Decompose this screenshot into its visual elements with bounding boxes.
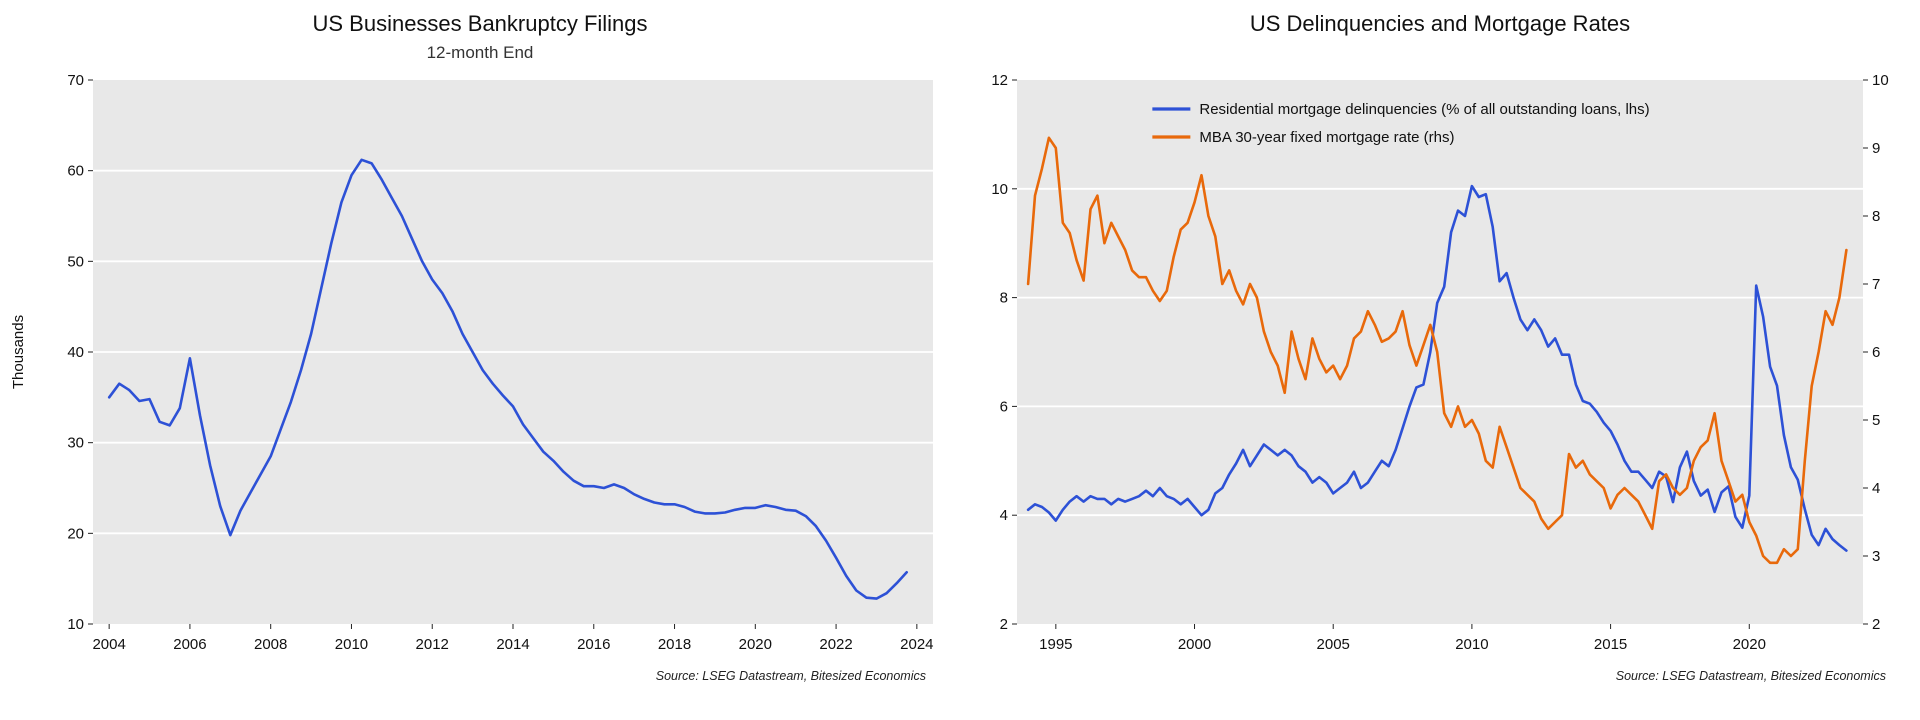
svg-text:2018: 2018 [658, 636, 691, 653]
svg-text:60: 60 [67, 163, 84, 180]
svg-text:2005: 2005 [1317, 636, 1350, 653]
bankruptcy-chart-source: Source: LSEG Datastream, Bitesized Econo… [655, 669, 926, 683]
delinquency-chart-subtitle [960, 40, 1920, 66]
delinquency-chart-card: US Delinquencies and Mortgage Rates 2 4 6 8… [960, 0, 1920, 720]
svg-text:2000: 2000 [1178, 636, 1211, 653]
svg-text:6: 6 [1872, 344, 1880, 361]
delinquency-chart-plot: 2 4 6 8 10 12 2 3 4 5 6 7 8 9 10 1995 2000 2005 2010 2015 20… [991, 72, 1889, 653]
svg-text:2: 2 [1000, 616, 1008, 633]
svg-text:12: 12 [991, 72, 1008, 89]
svg-text:2010: 2010 [335, 636, 368, 653]
svg-text:2008: 2008 [254, 636, 287, 653]
svg-text:2015: 2015 [1594, 636, 1627, 653]
svg-text:2: 2 [1872, 616, 1880, 633]
svg-text:1995: 1995 [1039, 636, 1072, 653]
svg-text:2020: 2020 [739, 636, 772, 653]
svg-text:8: 8 [1000, 290, 1008, 307]
svg-text:2024: 2024 [900, 636, 933, 653]
svg-text:2014: 2014 [496, 636, 529, 653]
svg-text:10: 10 [67, 616, 84, 633]
svg-text:8: 8 [1872, 208, 1880, 225]
svg-text:7: 7 [1872, 276, 1880, 293]
svg-text:4: 4 [1872, 480, 1880, 497]
svg-text:2006: 2006 [173, 636, 206, 653]
svg-text:30: 30 [67, 435, 84, 452]
svg-text:2012: 2012 [416, 636, 449, 653]
svg-text:4: 4 [1000, 507, 1008, 524]
svg-text:2010: 2010 [1455, 636, 1488, 653]
svg-text:70: 70 [67, 72, 84, 89]
svg-text:50: 50 [67, 253, 84, 270]
svg-text:20: 20 [67, 525, 84, 542]
bankruptcy-chart-subtitle: 12-month End [426, 43, 534, 62]
bankruptcy-chart-title: US Businesses Bankruptcy Filings [312, 11, 648, 36]
bankruptcy-chart-card: US Businesses Bankruptcy Filings 12-mont… [10, 11, 934, 683]
svg-text:MBA 30-year fixed mortgage rat: MBA 30-year fixed mortgage rate (rhs) [1199, 129, 1454, 146]
svg-text:3: 3 [1872, 548, 1880, 565]
delinquency-chart-title: US Delinquencies and Mortgage Rates [1249, 11, 1631, 36]
delinquency-chart-source: Source: LSEG Datastream, Bitesized Econo… [1615, 669, 1886, 683]
svg-text:10: 10 [991, 181, 1008, 198]
bankruptcy-chart-plot: 10 20 30 40 50 60 70 2004 2006 2008 2010 2012 2014 20… [10, 72, 934, 653]
svg-text:2020: 2020 [1733, 636, 1766, 653]
svg-text:5: 5 [1872, 412, 1880, 429]
svg-text:2022: 2022 [819, 636, 852, 653]
svg-text:40: 40 [67, 344, 84, 361]
svg-text:Residential mortgage delinquen: Residential mortgage delinquencies (% of… [1199, 101, 1649, 118]
svg-text:Thousands: Thousands [10, 315, 27, 389]
svg-text:9: 9 [1872, 140, 1880, 157]
svg-text:6: 6 [1000, 398, 1008, 415]
svg-text:2004: 2004 [92, 636, 125, 653]
svg-text:2016: 2016 [577, 636, 610, 653]
svg-text:10: 10 [1872, 72, 1889, 89]
